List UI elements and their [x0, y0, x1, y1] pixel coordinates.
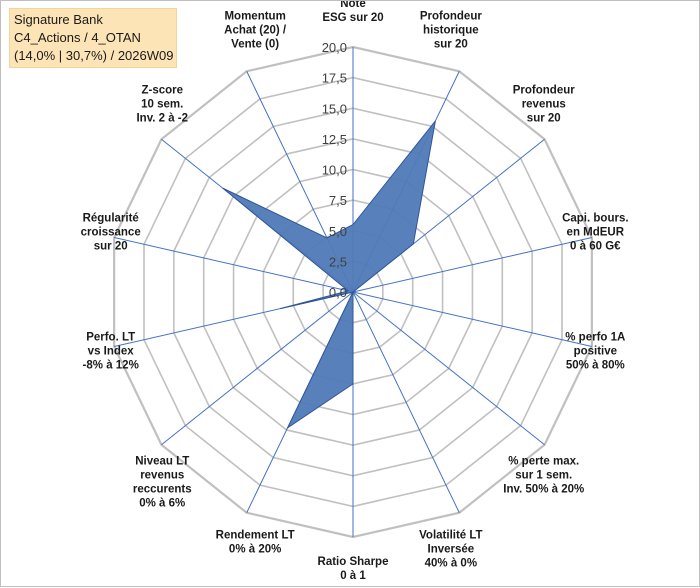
axis-label-line: 0 à 60 G€: [570, 241, 621, 253]
axis-label-line: reccurents: [133, 483, 192, 495]
axis-label-regularite: Régularité croissance sur 20: [81, 213, 141, 253]
tick-label: 7,5: [329, 193, 347, 208]
axis-label-line: 0 à 1: [340, 570, 366, 582]
tick-label: 5,0: [329, 224, 347, 239]
axis-label-zscore: Z-score 10 sem. Inv. 2 à -2: [136, 85, 188, 125]
axis-label-line: sur 20: [94, 241, 128, 253]
axis-label-line: Inversée: [428, 544, 475, 556]
axis-label-line: % perte max.: [508, 455, 579, 467]
axis-label-line: Régularité: [83, 213, 139, 225]
axis-label-rendement: Rendement LT 0% à 20%: [216, 530, 295, 556]
tick-label: 2,5: [329, 254, 347, 269]
axis-label-line: sur 20: [434, 38, 468, 50]
axis-label-line: Momentum: [224, 10, 285, 22]
axis-label-perfolt: Perfo. LT vs Index -8% à 12%: [83, 331, 139, 371]
axis-label-niveau: Niveau LT revenus reccurents 0% à 6%: [133, 455, 192, 509]
tick-label: 15,0: [322, 101, 347, 116]
axis-label-line: Volatilité LT: [419, 530, 482, 542]
tick-label: 17,5: [322, 71, 347, 86]
axis-label-line: 40% à 0%: [425, 558, 477, 570]
axis-label-line: Vente (0): [231, 38, 279, 50]
axis-label-line: sur 20: [527, 113, 561, 125]
axis-label-revenus: Profondeur revenus sur 20: [513, 85, 575, 125]
axis-label-line: Capi. bours.: [562, 213, 628, 225]
axis-label-perte: % perte max. sur 1 sem. Inv. 50% à 20%: [503, 455, 584, 495]
axis-label-sharpe: Ratio Sharpe 0 à 1: [318, 556, 389, 582]
axis-label-line: 0% à 6%: [139, 497, 185, 509]
axis-label-esg: Note ESG sur 20: [322, 1, 383, 24]
axis-label-line: % perfo 1A: [565, 331, 625, 343]
axis-label-perf1a: % perfo 1A positive 50% à 80%: [565, 331, 625, 371]
axis-label-line: historique: [423, 24, 479, 36]
tick-label: 20,0: [322, 40, 347, 55]
axis-label-line: Profondeur: [513, 85, 575, 97]
axis-label-volat: Volatilité LT Inversée 40% à 0%: [419, 530, 482, 570]
axis-label-line: Perfo. LT: [86, 331, 135, 343]
axis-label-line: Z-score: [141, 85, 183, 97]
axis-label-line: revenus: [522, 99, 566, 111]
axis-label-line: 50% à 80%: [566, 359, 625, 371]
axis-label-line: Niveau LT: [135, 455, 189, 467]
axis-label-line: sur 1 sem.: [515, 469, 572, 481]
axis-label-line: Inv. 2 à -2: [136, 113, 188, 125]
tick-label: 10,0: [322, 163, 347, 178]
axis-label-line: Rendement LT: [216, 530, 295, 542]
tick-label: 0,0: [329, 285, 347, 300]
axis-label-line: Achat (20) /: [224, 24, 287, 36]
axis-label-line: croissance: [81, 227, 141, 239]
axis-label-line: -8% à 12%: [83, 359, 139, 371]
axis-label-line: Profondeur: [420, 10, 482, 22]
axis-label-line: Ratio Sharpe: [318, 556, 389, 568]
axis-label-line: ESG sur 20: [322, 12, 383, 24]
axis-label-line: Inv. 50% à 20%: [503, 483, 584, 495]
axis-label-histo: Profondeur historique sur 20: [420, 10, 482, 50]
tick-label: 12,5: [322, 132, 347, 147]
axis-spoke-volat: [353, 292, 459, 513]
axis-label-line: 10 sem.: [141, 99, 183, 111]
axis-label-line: vs Index: [88, 345, 135, 357]
axis-label-line: Note: [340, 1, 366, 10]
axis-label-line: en MdEUR: [567, 227, 625, 239]
axis-label-line: 0% à 20%: [229, 544, 281, 556]
axis-label-line: positive: [574, 345, 617, 357]
axis-label-line: revenus: [140, 469, 184, 481]
axis-label-momentum: Momentum Achat (20) / Vente (0): [224, 10, 287, 50]
axis-label-capi: Capi. bours. en MdEUR 0 à 60 G€: [562, 213, 628, 253]
